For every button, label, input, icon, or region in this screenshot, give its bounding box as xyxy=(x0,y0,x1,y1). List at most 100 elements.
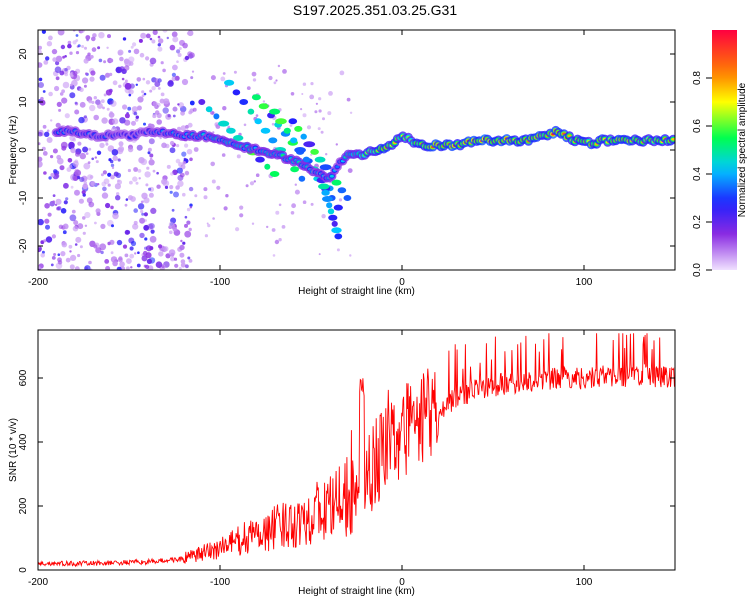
heatmap-speckle xyxy=(169,185,174,190)
heatmap-speckle xyxy=(77,44,81,48)
heatmap-speckle xyxy=(143,122,146,126)
heatmap-speckle xyxy=(210,110,215,115)
heatmap-speckle xyxy=(64,68,68,72)
heatmap-streak-blob xyxy=(251,94,261,101)
heatmap-speckle xyxy=(271,122,275,126)
heatmap-speckle xyxy=(55,122,61,128)
heatmap-streak-blob xyxy=(264,163,271,170)
heatmap-speckle xyxy=(61,89,65,94)
heatmap-speckle xyxy=(251,71,257,77)
heatmap-speckle xyxy=(110,256,118,263)
heatmap-speckle xyxy=(177,53,182,57)
heatmap-speckle xyxy=(70,185,74,189)
heatmap-speckle xyxy=(222,106,227,111)
heatmap-streak-blob xyxy=(239,99,249,105)
heatmap-speckle xyxy=(62,230,67,235)
heatmap-speckle xyxy=(144,237,148,241)
heatmap-speckle xyxy=(116,192,120,196)
colorbar-tick-label: 0.2 xyxy=(692,215,703,229)
heatmap-speckle xyxy=(186,220,191,225)
heatmap-speckle xyxy=(38,156,43,162)
heatmap-speckle xyxy=(181,78,189,86)
heatmap-speckle xyxy=(74,109,80,115)
heatmap-speckle xyxy=(140,32,147,39)
y-tick-label: 400 xyxy=(18,433,29,450)
heatmap-speckle xyxy=(41,30,46,34)
heatmap-speckle xyxy=(178,266,182,270)
heatmap-speckle xyxy=(156,119,162,125)
heatmap-speckle xyxy=(349,111,353,115)
heatmap-speckle xyxy=(188,186,194,192)
heatmap-speckle xyxy=(162,107,169,114)
heatmap-speckle xyxy=(48,91,53,97)
heatmap-speckle xyxy=(138,38,143,43)
heatmap-speckle xyxy=(72,70,78,76)
heatmap-streak-blob xyxy=(318,183,330,190)
heatmap-speckle xyxy=(132,42,137,47)
heatmap-speckle xyxy=(45,224,50,230)
heatmap-speckle xyxy=(176,167,183,174)
heatmap-speckle xyxy=(141,94,145,98)
heatmap-speckle xyxy=(105,72,110,78)
heatmap-speckle xyxy=(277,64,281,68)
heatmap-speckle xyxy=(139,52,145,58)
heatmap-speckle xyxy=(172,36,179,43)
heatmap-speckle xyxy=(50,263,54,267)
heatmap-speckle xyxy=(207,224,211,228)
heatmap-speckle xyxy=(108,72,113,77)
heatmap-speckle xyxy=(107,34,111,39)
heatmap-speckle xyxy=(169,147,176,154)
heatmap-speckle xyxy=(109,58,114,63)
heatmap-speckle xyxy=(67,40,72,45)
heatmap-speckle xyxy=(51,256,56,260)
heatmap-speckle xyxy=(108,158,112,162)
heatmap-speckle xyxy=(142,77,146,81)
heatmap-speckle xyxy=(133,167,139,172)
heatmap-streak-blob xyxy=(300,133,307,140)
heatmap-speckle xyxy=(69,214,77,222)
heatmap-speckle xyxy=(91,157,94,161)
heatmap-speckle xyxy=(43,171,47,175)
heatmap-speckle xyxy=(118,84,122,89)
heatmap-speckle xyxy=(150,229,155,234)
heatmap-speckle xyxy=(125,198,129,201)
heatmap-speckle xyxy=(106,46,109,49)
heatmap-speckle xyxy=(69,264,75,270)
colorbar-tick-label: 0.0 xyxy=(692,263,703,277)
heatmap-speckle xyxy=(134,252,137,255)
heatmap-speckle xyxy=(116,239,123,246)
heatmap-speckle xyxy=(171,76,177,82)
heatmap-speckle xyxy=(70,147,76,154)
heatmap-streak-blob xyxy=(331,220,338,227)
heatmap-speckle xyxy=(255,114,259,117)
heatmap-speckle xyxy=(118,141,124,147)
heatmap-streak-blob xyxy=(247,108,255,115)
heatmap-streak-blob xyxy=(213,113,220,120)
heatmap-speckle xyxy=(131,120,136,126)
heatmap-speckle xyxy=(124,229,130,235)
heatmap-speckle xyxy=(128,56,135,63)
heatmap-speckle xyxy=(189,206,193,209)
heatmap-speckle xyxy=(156,184,161,189)
heatmap-speckle xyxy=(57,30,65,36)
heatmap-speckle xyxy=(294,189,300,195)
heatmap-speckle xyxy=(171,72,176,77)
heatmap-speckle xyxy=(113,171,119,177)
heatmap-speckle xyxy=(148,223,155,230)
heatmap-speckle xyxy=(143,224,150,231)
heatmap-speckle xyxy=(136,144,143,151)
heatmap-speckle xyxy=(131,106,138,113)
heatmap-speckle xyxy=(85,152,89,155)
heatmap-speckle xyxy=(125,258,132,264)
figure-title: S197.2025.351.03.25.G31 xyxy=(293,2,457,18)
heatmap-speckle xyxy=(75,51,80,55)
heatmap-speckle xyxy=(132,223,139,230)
heatmap-speckle xyxy=(157,78,162,83)
heatmap-speckle xyxy=(149,153,154,158)
heatmap-speckle xyxy=(53,253,57,256)
heatmap-speckle xyxy=(133,111,138,116)
x-tick-label: 0 xyxy=(399,577,405,588)
heatmap-speckle xyxy=(253,180,256,183)
heatmap-speckle xyxy=(148,159,155,166)
heatmap-speckle xyxy=(83,58,89,64)
